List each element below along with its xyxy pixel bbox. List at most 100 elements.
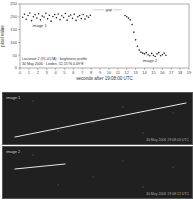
data-point bbox=[131, 24, 133, 26]
y-tick bbox=[18, 42, 20, 43]
plot-frame bbox=[20, 4, 189, 68]
data-point bbox=[129, 19, 131, 21]
star bbox=[58, 185, 59, 186]
star bbox=[123, 107, 124, 108]
data-point bbox=[144, 53, 146, 55]
data-point bbox=[68, 15, 70, 17]
y-tick-label: 150 bbox=[10, 27, 17, 32]
x-axis-label: seconds after 19:08:00 UTC bbox=[76, 76, 133, 81]
satellite-trail bbox=[15, 164, 65, 169]
data-point bbox=[142, 52, 144, 54]
y-tick-label: 100 bbox=[10, 40, 17, 45]
data-point bbox=[43, 16, 45, 18]
x-tick-label: 6 bbox=[72, 70, 75, 75]
annotation: gap bbox=[106, 7, 113, 12]
data-point bbox=[49, 14, 51, 16]
x-tick-label: 14 bbox=[142, 70, 147, 75]
star bbox=[33, 101, 34, 102]
data-point bbox=[50, 20, 52, 22]
annotation: image 1 bbox=[32, 23, 47, 28]
chart-subtitle: 30 May 2006 · Leiden, 52.15°N 4.49°E bbox=[22, 62, 84, 66]
x-tick-label: 19 bbox=[187, 70, 192, 75]
image-caption: 30 May 2006 19:08:12 UTC bbox=[146, 192, 189, 196]
data-point bbox=[151, 53, 153, 55]
data-point bbox=[133, 31, 135, 33]
data-point bbox=[158, 52, 160, 54]
y-tick bbox=[18, 55, 20, 56]
data-point bbox=[45, 12, 47, 14]
image-panel: image 2 30 May 2006 19:08:12 UTC bbox=[2, 146, 193, 199]
data-point bbox=[36, 17, 38, 19]
data-point bbox=[24, 13, 26, 15]
star bbox=[173, 113, 174, 114]
data-point bbox=[73, 13, 75, 15]
annotation: image 2 bbox=[143, 58, 158, 63]
data-point bbox=[160, 55, 162, 57]
y-tick-label: 200 bbox=[10, 14, 17, 19]
data-point bbox=[162, 54, 164, 56]
data-point bbox=[149, 55, 151, 57]
data-point bbox=[82, 14, 84, 16]
x-tick-label: 4 bbox=[54, 70, 57, 75]
data-point bbox=[146, 52, 148, 54]
star bbox=[93, 123, 94, 124]
y-tick-label: 50 bbox=[13, 53, 18, 58]
data-point bbox=[34, 14, 36, 16]
x-tick-label: 12 bbox=[125, 70, 130, 75]
x-tick-label: 15 bbox=[151, 70, 156, 75]
image-caption: 30 May 2006 19:08:00 UTC bbox=[146, 138, 189, 142]
data-point bbox=[33, 16, 35, 18]
data-point bbox=[153, 54, 155, 56]
star bbox=[143, 187, 144, 188]
y-tick bbox=[18, 16, 20, 17]
star bbox=[58, 131, 59, 132]
data-point bbox=[70, 14, 72, 16]
data-point bbox=[38, 13, 40, 15]
data-point bbox=[140, 51, 142, 53]
data-point bbox=[79, 15, 81, 17]
y-tick-label: 250 bbox=[10, 1, 17, 6]
data-point bbox=[31, 20, 33, 22]
data-point bbox=[147, 54, 149, 56]
y-tick bbox=[18, 4, 20, 5]
data-point bbox=[57, 13, 59, 15]
x-tick-label: 0 bbox=[19, 70, 22, 75]
x-tick-label: 11 bbox=[116, 70, 121, 75]
data-point bbox=[63, 17, 65, 19]
x-tick-label: 16 bbox=[160, 70, 165, 75]
data-point bbox=[59, 19, 61, 21]
image-label: image 1 bbox=[6, 95, 21, 100]
data-point bbox=[56, 17, 58, 19]
data-point bbox=[41, 15, 43, 17]
x-tick-label: 5 bbox=[63, 70, 66, 75]
x-tick-label: 10 bbox=[107, 70, 112, 75]
data-point bbox=[138, 49, 140, 51]
data-point bbox=[40, 19, 42, 21]
data-point bbox=[61, 15, 63, 17]
star bbox=[93, 177, 94, 178]
data-point bbox=[156, 53, 158, 55]
star bbox=[123, 161, 124, 162]
data-point bbox=[88, 17, 90, 19]
image-label: image 2 bbox=[6, 149, 21, 154]
x-tick-label: 3 bbox=[46, 70, 49, 75]
y-tick bbox=[18, 29, 20, 30]
data-point bbox=[72, 18, 74, 20]
x-tick-label: 18 bbox=[178, 70, 183, 75]
star bbox=[33, 155, 34, 156]
x-tick-label: 1 bbox=[28, 70, 31, 75]
y-tick-label: 0 bbox=[15, 65, 18, 70]
data-point bbox=[29, 12, 31, 14]
star bbox=[173, 167, 174, 168]
data-point bbox=[22, 17, 24, 19]
data-point bbox=[84, 18, 86, 20]
data-point bbox=[86, 15, 88, 17]
data-point bbox=[128, 17, 130, 19]
data-point bbox=[124, 15, 126, 17]
satellite-trail bbox=[15, 103, 186, 137]
x-tick-label: 13 bbox=[133, 70, 138, 75]
y-axis-label: pixel value bbox=[0, 25, 5, 47]
data-point bbox=[163, 52, 165, 54]
data-point bbox=[137, 45, 139, 47]
data-point bbox=[66, 19, 68, 21]
